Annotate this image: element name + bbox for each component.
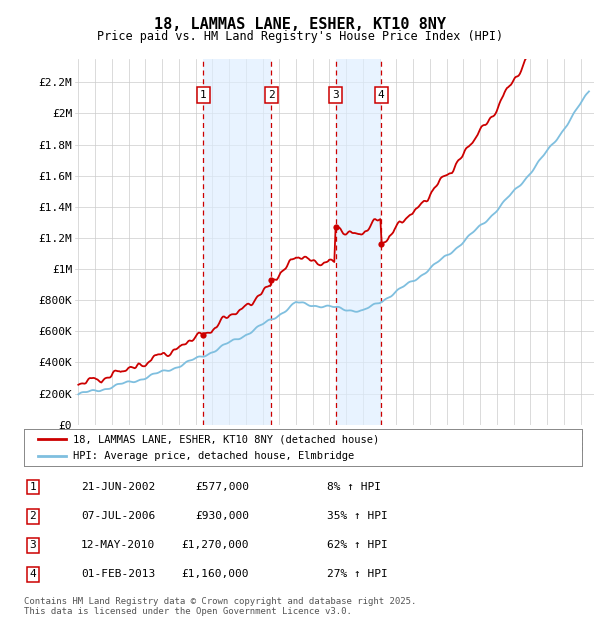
Text: 12-MAY-2010: 12-MAY-2010 xyxy=(81,540,155,551)
Text: £930,000: £930,000 xyxy=(195,511,249,521)
Text: Price paid vs. HM Land Registry's House Price Index (HPI): Price paid vs. HM Land Registry's House … xyxy=(97,30,503,43)
Text: 62% ↑ HPI: 62% ↑ HPI xyxy=(327,540,388,551)
Text: 3: 3 xyxy=(29,540,37,551)
Text: 07-JUL-2006: 07-JUL-2006 xyxy=(81,511,155,521)
Text: 1: 1 xyxy=(29,482,37,492)
Text: 01-FEB-2013: 01-FEB-2013 xyxy=(81,569,155,580)
Text: 3: 3 xyxy=(332,90,339,100)
Text: 1: 1 xyxy=(200,90,207,100)
Text: 18, LAMMAS LANE, ESHER, KT10 8NY: 18, LAMMAS LANE, ESHER, KT10 8NY xyxy=(154,17,446,32)
Text: Contains HM Land Registry data © Crown copyright and database right 2025.
This d: Contains HM Land Registry data © Crown c… xyxy=(24,597,416,616)
Text: 2: 2 xyxy=(268,90,275,100)
Text: 27% ↑ HPI: 27% ↑ HPI xyxy=(327,569,388,580)
Text: 4: 4 xyxy=(29,569,37,580)
Text: 35% ↑ HPI: 35% ↑ HPI xyxy=(327,511,388,521)
Text: £1,160,000: £1,160,000 xyxy=(182,569,249,580)
Text: 21-JUN-2002: 21-JUN-2002 xyxy=(81,482,155,492)
Bar xyxy=(335,59,381,425)
Bar xyxy=(203,59,271,425)
Text: HPI: Average price, detached house, Elmbridge: HPI: Average price, detached house, Elmb… xyxy=(73,451,355,461)
Text: 4: 4 xyxy=(377,90,385,100)
Text: 18, LAMMAS LANE, ESHER, KT10 8NY (detached house): 18, LAMMAS LANE, ESHER, KT10 8NY (detach… xyxy=(73,434,379,444)
Text: £1,270,000: £1,270,000 xyxy=(182,540,249,551)
Text: 8% ↑ HPI: 8% ↑ HPI xyxy=(327,482,381,492)
Text: 2: 2 xyxy=(29,511,37,521)
Text: £577,000: £577,000 xyxy=(195,482,249,492)
